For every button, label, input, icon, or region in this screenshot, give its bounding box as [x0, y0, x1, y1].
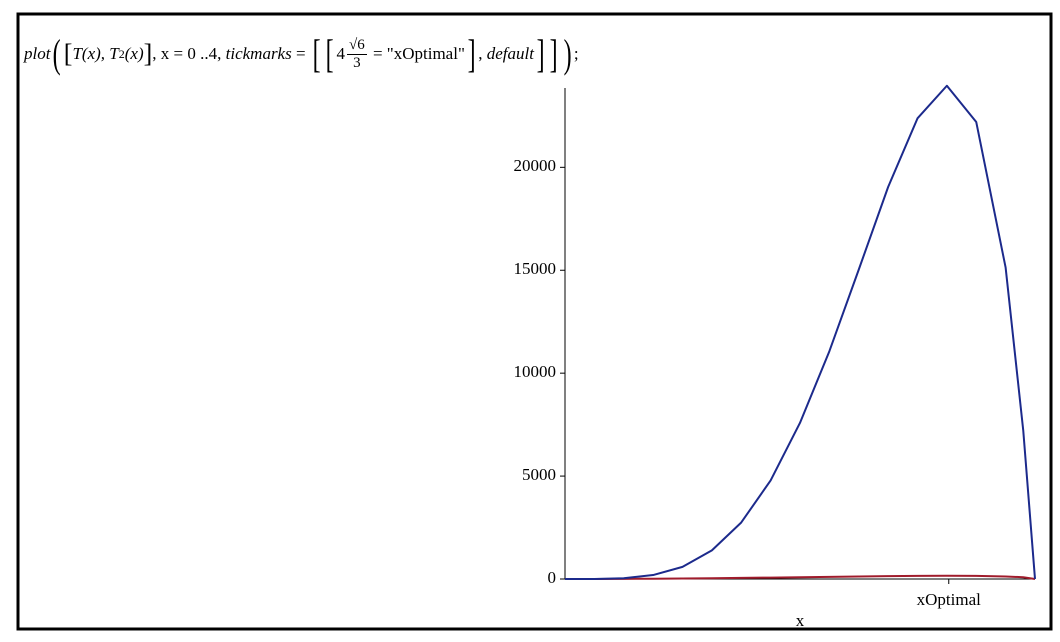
token: √6 — [346, 36, 367, 55]
token: ] — [536, 31, 545, 76]
y-tick-label: 10000 — [514, 362, 557, 381]
token: plot — [24, 44, 51, 63]
token: 3 — [353, 54, 361, 71]
y-tick-label: 20000 — [514, 156, 557, 175]
x-tick-label: xOptimal — [917, 590, 981, 609]
token: T(x), T — [72, 44, 119, 63]
series-line — [564, 84, 1036, 580]
token: , — [478, 44, 487, 63]
token: 4 — [336, 44, 345, 63]
token: [ — [312, 31, 321, 76]
token: [ — [325, 31, 334, 76]
series-line — [564, 574, 1036, 580]
token: , x = 0 ..4, — [152, 44, 226, 63]
token: (x) — [124, 44, 144, 63]
token: ] — [467, 31, 476, 76]
token: ( — [53, 31, 62, 76]
frame — [16, 12, 1053, 631]
y-tick-label: 5000 — [522, 465, 556, 484]
token: ) — [563, 31, 572, 76]
command-line: plot ( [ T(x), T 2 (x) ] , x = 0 ..4, tick… — [24, 30, 579, 78]
token: ; — [573, 44, 579, 63]
token: default — [486, 44, 534, 63]
y-tick-label: 0 — [548, 568, 557, 587]
token: [ — [63, 39, 73, 68]
token: = — [291, 44, 310, 63]
token: ] — [549, 31, 558, 76]
fraction: √6 3 — [346, 36, 367, 72]
token: 2 — [118, 46, 125, 61]
token: tickmarks — [225, 44, 292, 63]
y-tick-label: 15000 — [514, 259, 557, 278]
token: = "xOptimal" — [368, 44, 465, 63]
token: ] — [143, 39, 153, 68]
x-axis-label: x — [796, 611, 805, 630]
